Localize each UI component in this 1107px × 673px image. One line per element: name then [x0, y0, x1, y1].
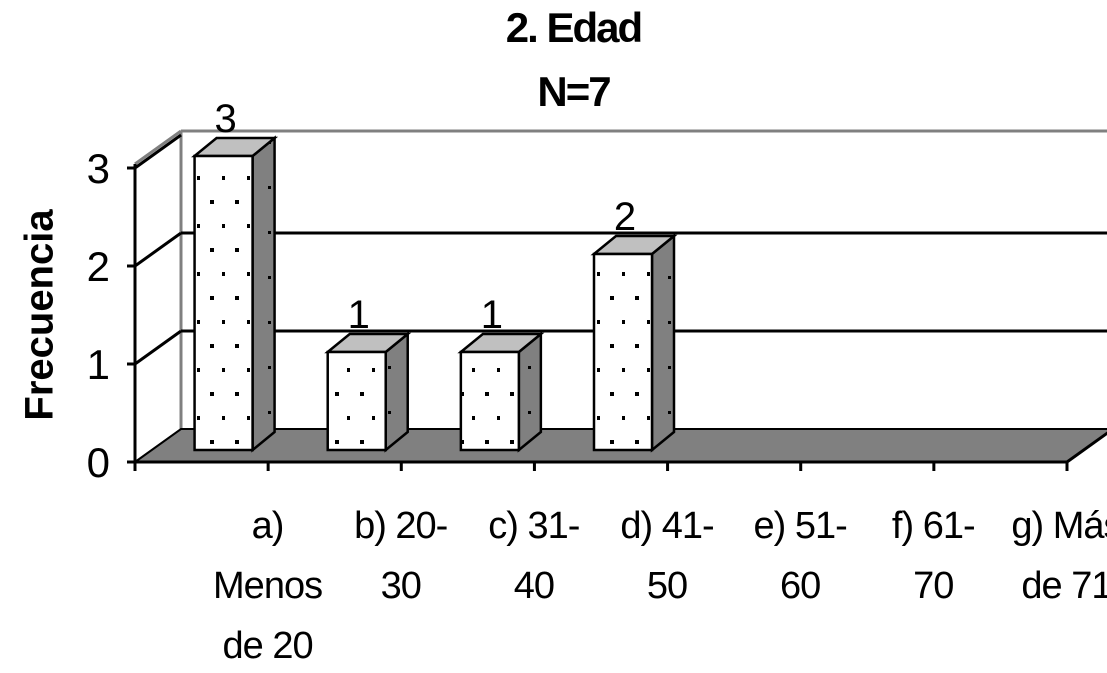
x-tick-labels: a) Menos de 20 b) 20- 30 c) 31- 40 d) 41- 50 e) 5…: [213, 505, 1107, 667]
x-tick-label: 40: [514, 565, 554, 607]
y-tick-labels: 0 1 2 3: [87, 145, 110, 486]
data-label: 2: [614, 195, 636, 239]
y-tick-label: 3: [87, 145, 110, 192]
bar-front-pattern: [460, 352, 519, 450]
bar-front-pattern: [194, 156, 253, 450]
side-wall-top-edge: [134, 129, 182, 166]
gridline-side: [134, 329, 182, 366]
x-tick-label: a): [252, 505, 284, 547]
bar: [191, 135, 279, 453]
bar-front-pattern: [594, 254, 652, 450]
bar-front-pattern: [327, 352, 386, 450]
y-tick-label: 1: [87, 341, 110, 388]
bar-side-pattern: [518, 334, 541, 450]
gridline-side: [134, 231, 182, 268]
x-tick-label: 50: [647, 565, 687, 607]
y-tick-label: 2: [87, 243, 110, 290]
chart-title: 2. Edad: [505, 4, 643, 51]
bar: [457, 331, 545, 453]
x-tick-label: de 71: [1021, 565, 1107, 607]
x-tick-label: de 20: [223, 625, 313, 667]
data-label: 3: [214, 97, 236, 141]
x-tick-label: g) Más: [1011, 505, 1107, 547]
data-labels: 3 1 1 2: [214, 97, 636, 337]
x-tick-label: 30: [381, 565, 421, 607]
x-tick-label: 60: [780, 565, 820, 607]
axes: [127, 164, 1107, 471]
bar-side-pattern: [652, 236, 674, 450]
bar: [324, 331, 412, 453]
x-tick-label: Menos: [213, 565, 322, 607]
x-tick-label: e) 51-: [754, 505, 847, 547]
chart-walls: [134, 129, 1107, 429]
x-tick-label: f) 61-: [892, 505, 975, 547]
x-tick-label: d) 41-: [620, 505, 713, 547]
data-label: 1: [481, 293, 503, 337]
gridline-side: [134, 133, 182, 170]
x-axis-end-edge: [1066, 431, 1107, 464]
y-tick-label: 0: [87, 439, 110, 486]
x-tick-label: b) 20-: [354, 505, 447, 547]
bar: [590, 233, 678, 453]
chart-subtitle: N=7: [537, 68, 611, 115]
data-label: 1: [348, 293, 370, 337]
x-tick-label: 70: [913, 565, 953, 607]
x-tick-label: c) 31-: [488, 505, 579, 547]
bar-side-pattern: [252, 138, 275, 450]
bars: [191, 135, 678, 453]
bar-side-pattern: [385, 334, 408, 450]
